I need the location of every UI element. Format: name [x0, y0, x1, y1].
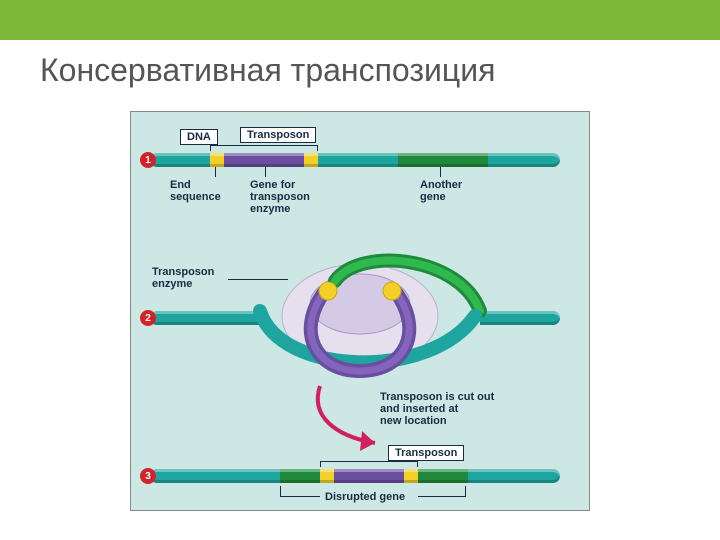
step-3-marker: 3 [140, 468, 156, 484]
end-sequence-label: End sequence [170, 179, 221, 203]
transposon-bracket [210, 145, 318, 146]
transposition-diagram: 1 DNA Transposon End sequence Gene for t… [110, 101, 610, 521]
end-seq-leader [215, 167, 216, 177]
disrupted-leader-l2 [280, 486, 281, 496]
step-2-marker: 2 [140, 310, 156, 326]
header-bar [0, 0, 720, 40]
disrupted-gene-label: Disrupted gene [325, 491, 405, 503]
bracket-b-right [417, 461, 418, 467]
disrupted-leader-l [280, 496, 320, 497]
gene-enzyme-label: Gene for transposon enzyme [250, 179, 310, 215]
cut-insert-label: Transposon is cut out and inserted at ne… [380, 391, 494, 427]
step-1-marker: 1 [140, 152, 156, 168]
bracket-b-left [320, 461, 321, 467]
disrupted-leader-r [418, 496, 466, 497]
another-gene-label: Another gene [420, 179, 462, 203]
slide-title: Консервативная транспозиция [0, 40, 720, 89]
transposon-label-top: Transposon [240, 127, 316, 143]
transposon-bracket-bottom [320, 461, 418, 462]
another-gene-leader [440, 167, 441, 177]
enzyme-complex-svg [240, 236, 500, 396]
disrupted-leader-r2 [465, 486, 466, 496]
transposon-label-bottom: Transposon [388, 445, 464, 461]
gene-enzyme-leader [265, 167, 266, 177]
transposon-enzyme-label: Transposon enzyme [152, 266, 214, 290]
bracket-left-tick [210, 145, 211, 151]
bracket-right-tick [317, 145, 318, 151]
dna-label: DNA [180, 129, 218, 145]
figure-container: 1 DNA Transposon End sequence Gene for t… [0, 101, 720, 521]
